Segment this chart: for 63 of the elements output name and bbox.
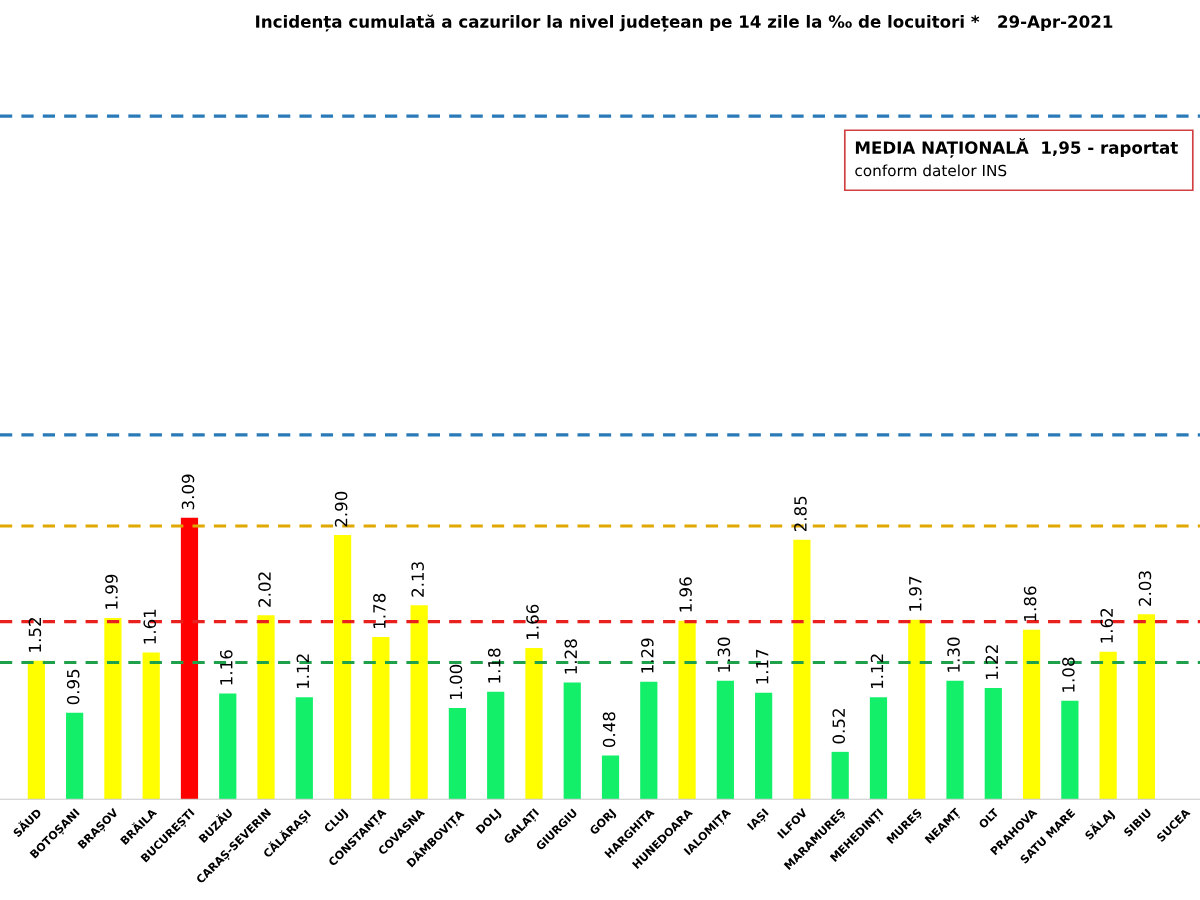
bar <box>333 535 352 800</box>
bar <box>1061 700 1079 800</box>
data-label: 1.22 <box>985 645 998 679</box>
data-label: 0.95 <box>66 669 80 705</box>
data-label: 1.52 <box>28 618 42 652</box>
bar <box>869 697 888 800</box>
data-label: 1.62 <box>1100 608 1113 643</box>
data-label: 1.16 <box>219 650 233 685</box>
bar <box>525 648 543 800</box>
data-label: 2.85 <box>794 496 807 532</box>
bar <box>142 652 160 800</box>
data-label: 1.86 <box>1023 586 1037 621</box>
bar <box>908 619 926 800</box>
bar <box>219 693 237 800</box>
data-label: 0.52 <box>832 709 846 744</box>
bar <box>563 682 581 800</box>
bar <box>448 708 467 800</box>
text: MEDIA NAȚIONALĂ 1,95 - raportat <box>855 138 1178 158</box>
bar <box>601 755 620 800</box>
data-label: 0.48 <box>602 712 616 748</box>
data-label: 1.30 <box>717 637 731 672</box>
bar <box>831 751 849 800</box>
data-label: 1.30 <box>947 637 960 672</box>
bar <box>640 681 658 800</box>
data-label: 2.13 <box>411 562 424 597</box>
bar <box>410 605 428 800</box>
bar <box>984 688 1002 800</box>
data-label: 1.28 <box>564 639 578 674</box>
data-label: 1.12 <box>296 654 309 689</box>
bar <box>104 617 122 800</box>
data-label: 2.02 <box>258 572 271 607</box>
bar <box>295 697 313 800</box>
data-label: 1.96 <box>679 577 692 612</box>
data-label: 1.99 <box>105 574 118 609</box>
data-label: 1.66 <box>526 604 539 639</box>
data-label: 1.97 <box>908 576 922 611</box>
bar <box>678 620 696 800</box>
bar <box>180 517 199 800</box>
bar <box>716 680 734 800</box>
bar <box>755 692 773 800</box>
bar <box>66 712 84 800</box>
data-label: 1.12 <box>870 654 884 689</box>
bar <box>27 660 45 800</box>
text: conform datelor INS <box>855 164 1007 177</box>
bar <box>946 680 964 800</box>
data-label: 1.17 <box>756 649 769 684</box>
data-label: 1.61 <box>143 609 157 644</box>
data-label: 1.29 <box>641 638 654 673</box>
data-label: 1.00 <box>449 664 463 700</box>
data-label: 2.90 <box>334 491 348 527</box>
data-label: 2.03 <box>1138 571 1152 606</box>
bar <box>372 637 390 800</box>
bar <box>793 539 811 800</box>
bar <box>1099 651 1117 800</box>
bar <box>257 615 275 800</box>
bar <box>1137 614 1156 800</box>
data-label: 1.18 <box>487 648 501 683</box>
bar <box>1022 629 1041 800</box>
data-label: 3.09 <box>181 474 195 510</box>
bar <box>487 691 505 800</box>
chart-title: Incidența cumulată a cazurilor la nivel județean pe 14 zile la ‰ de locuitori * 29-Apr-2021 <box>256 14 1113 32</box>
data-label: 1.78 <box>373 593 386 628</box>
data-label: 1.08 <box>1062 657 1075 692</box>
